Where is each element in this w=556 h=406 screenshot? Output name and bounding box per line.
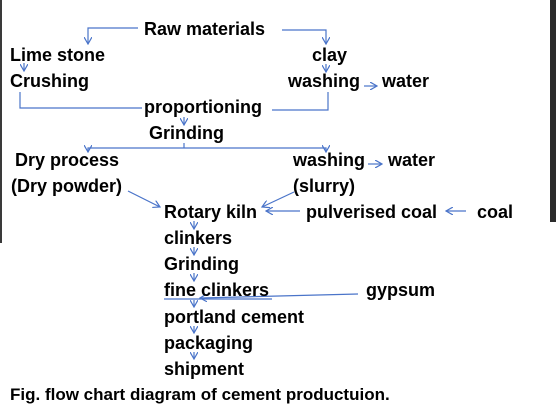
arrow-raw-to-limestone bbox=[88, 27, 138, 44]
upper-slide-area bbox=[0, 0, 556, 243]
right-edge-strip bbox=[550, 0, 556, 222]
node-gypsum: gypsum bbox=[366, 280, 436, 300]
node-clay: clay bbox=[312, 45, 348, 65]
node-dry-powder: (Dry powder) bbox=[11, 176, 123, 196]
node-fine-clinkers: fine clinkers bbox=[164, 280, 270, 300]
node-proportioning: proportioning bbox=[144, 97, 262, 117]
node-coal: coal bbox=[477, 202, 514, 222]
lower-slide-area bbox=[0, 243, 556, 400]
arrow-slurry-to-kiln bbox=[262, 191, 295, 207]
arrow-washing-to-proportioning bbox=[272, 92, 329, 111]
figure-caption: Fig. flow chart diagram of cement produc… bbox=[10, 385, 390, 404]
node-crushing: Crushing bbox=[10, 71, 89, 91]
node-rotary-kiln: Rotary kiln bbox=[164, 202, 258, 222]
node-shipment: shipment bbox=[164, 359, 245, 379]
node-dry-process: Dry process bbox=[15, 150, 120, 170]
arrow-raw-to-clay bbox=[282, 29, 326, 44]
node-raw-materials: Raw materials bbox=[144, 19, 266, 39]
arrow-gypsum-to-stream bbox=[200, 293, 359, 298]
arrow-grinding-to-wet bbox=[184, 148, 326, 152]
node-portland-cement: portland cement bbox=[164, 307, 305, 327]
node-slurry: (slurry) bbox=[293, 176, 356, 196]
node-lime-stone: Lime stone bbox=[10, 45, 106, 65]
node-packaging: packaging bbox=[164, 333, 254, 353]
left-edge-strip bbox=[0, 0, 2, 243]
node-washing-mid: washing bbox=[293, 150, 366, 170]
arrow-crushing-to-proportioning bbox=[19, 92, 142, 109]
arrow-grinding-to-dry bbox=[88, 148, 184, 152]
node-pulverised-coal: pulverised coal bbox=[306, 202, 438, 222]
node-washing-top: washing bbox=[288, 71, 361, 91]
node-grinding-bottom: Grinding bbox=[164, 254, 239, 274]
node-clinkers: clinkers bbox=[164, 228, 233, 248]
node-water-top: water bbox=[382, 71, 430, 91]
node-water-mid: water bbox=[388, 150, 436, 170]
arrow-drypowder-to-kiln bbox=[127, 190, 160, 207]
node-grinding-top: Grinding bbox=[149, 123, 224, 143]
